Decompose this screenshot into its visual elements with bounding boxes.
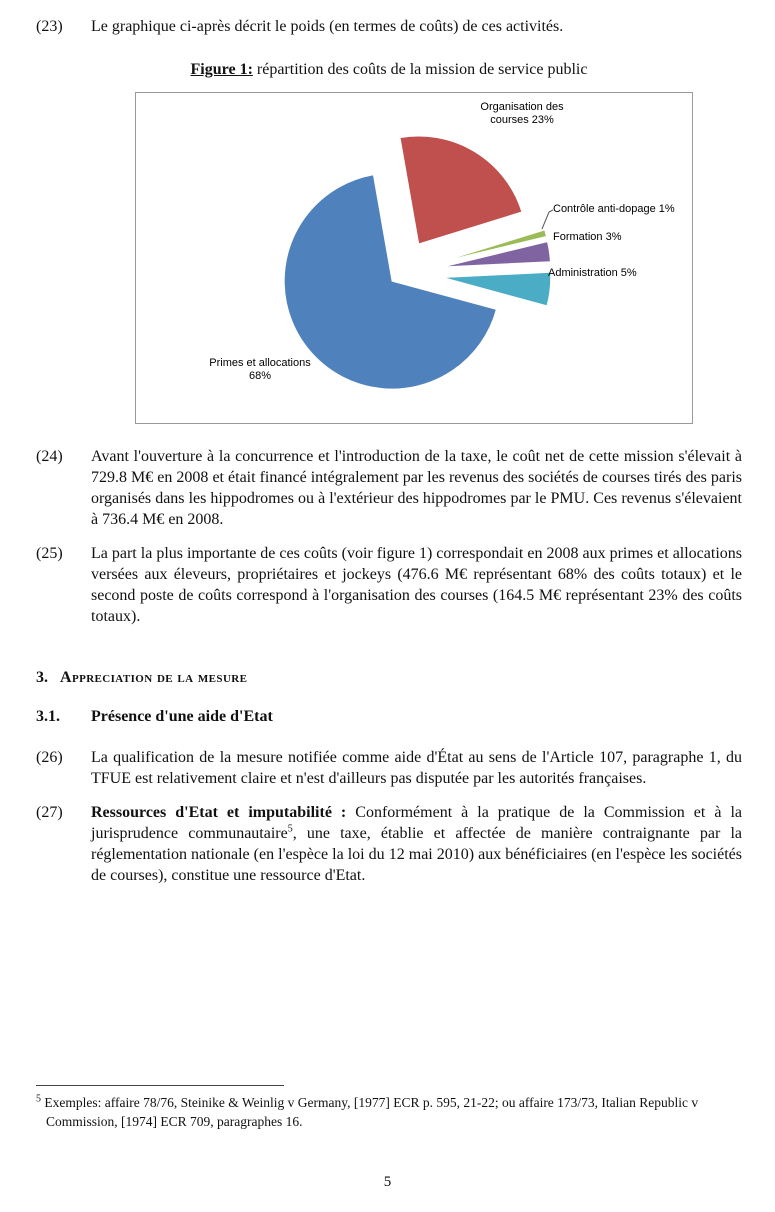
paragraph-text-part2: , une taxe, établie et affectée de maniè… [91, 825, 742, 884]
subsection-heading-3-1: 3.1. Présence d'une aide d'Etat [36, 706, 742, 727]
footnote-separator [36, 1085, 284, 1086]
pie-label-controle-anti-dopage: Contrôle anti-dopage 1% [553, 203, 675, 215]
section-title: Appreciation de la mesure [60, 669, 248, 686]
page-content: (23) Le graphique ci-après décrit le poi… [36, 16, 742, 899]
pie-slice-formation [442, 240, 551, 268]
figure-caption-label: Figure 1: [190, 61, 253, 78]
subsection-title: Présence d'une aide d'Etat [91, 708, 273, 725]
figure-caption: Figure 1: répartition des coûts de la mi… [36, 59, 742, 80]
pie-chart [283, 135, 554, 390]
paragraph-text: La qualification de la mesure notifiée c… [91, 749, 742, 787]
paragraph-number: (27) [36, 804, 63, 821]
paragraph-text: Ressources d'Etat et imputabilité : Conf… [91, 802, 742, 886]
pie-slices [283, 135, 552, 390]
pie-label-primes: Primes et allocations 68% [209, 357, 311, 382]
figure-box: Organisation des courses 23% Contrôle an… [135, 92, 693, 424]
section-number: 3. [36, 669, 48, 686]
paragraph-number: (24) [36, 448, 63, 465]
footnote-reference-marker: 5 [287, 823, 293, 835]
paragraph-26: (26) La qualification de la mesure notif… [36, 747, 742, 789]
figure-caption-text: répartition des coûts de la mission de s… [252, 61, 588, 78]
leader-line-controle-anti-dopage [541, 209, 554, 230]
paragraph-23: (23) Le graphique ci-après décrit le poi… [36, 16, 742, 37]
pie-slice-organisation-des-courses [399, 135, 523, 245]
pie-label-administration: Administration 5% [548, 267, 637, 279]
footnote-text: Exemples: affaire 78/76, Steinike & Wein… [41, 1095, 699, 1129]
page-footer: 5 Exemples: affaire 78/76, Steinike & We… [36, 1085, 742, 1131]
paragraph-text: Le graphique ci-après décrit le poids (e… [91, 18, 564, 35]
page-number: 5 [383, 1174, 392, 1190]
paragraph-24: (24) Avant l'ouverture à la concurrence … [36, 446, 742, 530]
pie-label-organisation: Organisation des courses 23% [480, 101, 564, 126]
paragraph-text-part1: Conformément à la pratique de la Commiss… [91, 804, 742, 842]
paragraph-number: (23) [36, 18, 63, 35]
pie-slice-contr-le-anti-dopage [441, 229, 548, 263]
pie-slice-primes-et-allocations [283, 174, 498, 390]
subsection-number: 3.1. [36, 708, 60, 725]
paragraph-27: (27) Ressources d'Etat et imputabilité :… [36, 802, 742, 886]
pie-label-formation: Formation 3% [553, 231, 622, 243]
paragraph-25: (25) La part la plus importante de ces c… [36, 543, 742, 627]
paragraph-lead-bold: Ressources d'Etat et imputabilité : [91, 804, 347, 821]
paragraph-text: La part la plus importante de ces coûts … [91, 545, 742, 625]
paragraph-text: Avant l'ouverture à la concurrence et l'… [91, 448, 742, 528]
paragraph-number: (25) [36, 545, 63, 562]
section-heading-3: 3. Appreciation de la mesure [36, 667, 742, 688]
paragraph-number: (26) [36, 749, 63, 766]
footnote: 5 Exemples: affaire 78/76, Steinike & We… [36, 1093, 742, 1131]
footnote-number: 5 [36, 1093, 41, 1105]
pie-slice-administration [442, 271, 552, 307]
